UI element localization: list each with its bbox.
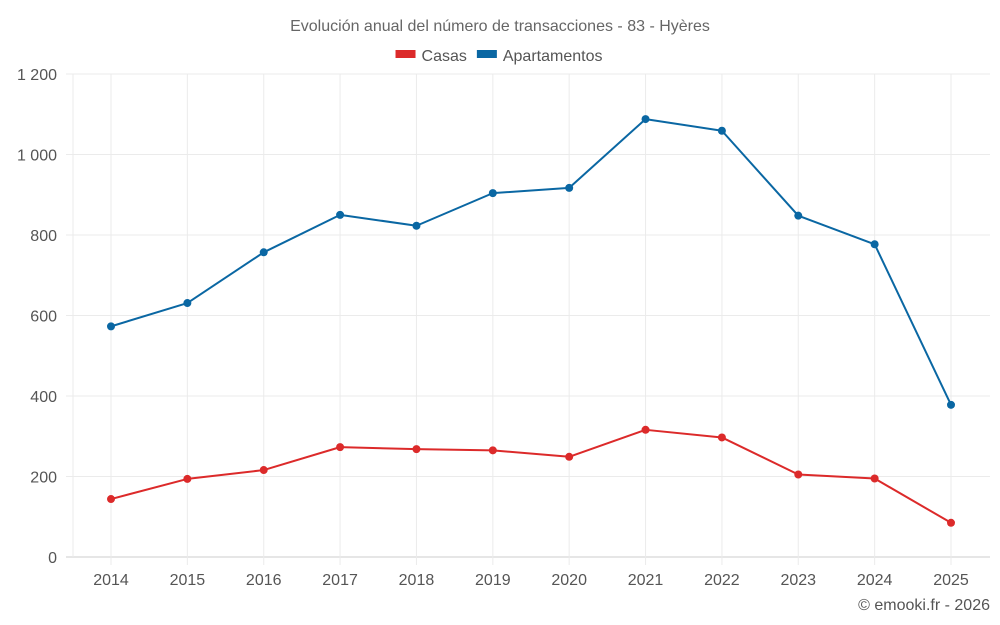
data-point-apartamentos[interactable] [412, 221, 421, 230]
data-point-apartamentos[interactable] [641, 115, 650, 124]
data-point-casas[interactable] [336, 443, 345, 452]
x-tick-label: 2025 [933, 572, 969, 589]
legend: Casas Apartamentos [395, 48, 603, 65]
data-point-casas[interactable] [259, 466, 268, 475]
data-point-casas[interactable] [488, 446, 497, 455]
data-point-apartamentos[interactable] [259, 248, 268, 257]
data-point-casas[interactable] [794, 470, 803, 479]
y-tick-label: 0 [48, 550, 57, 567]
chart-title: Evolución anual del número de transaccio… [290, 18, 710, 35]
y-tick-label: 600 [30, 309, 57, 326]
x-tick-label: 2024 [857, 572, 893, 589]
credit-text: © emooki.fr - 2026 [858, 597, 990, 614]
x-tick-label: 2019 [475, 572, 511, 589]
data-point-apartamentos[interactable] [488, 189, 497, 198]
x-tick-label: 2020 [551, 572, 587, 589]
data-point-apartamentos[interactable] [947, 400, 955, 409]
series-apartamentos [107, 115, 955, 409]
data-point-apartamentos[interactable] [794, 211, 803, 220]
data-point-casas[interactable] [183, 474, 192, 483]
series-casas [107, 425, 955, 527]
legend-swatch [476, 50, 497, 58]
x-tick-label: 2018 [399, 572, 435, 589]
y-axis: 0 200 400 600 800 1 000 1 200 [17, 67, 57, 567]
data-point-apartamentos[interactable] [183, 299, 192, 308]
legend-label: Casas [422, 48, 467, 65]
data-point-apartamentos[interactable] [717, 126, 726, 135]
legend-item-casas[interactable]: Casas [395, 48, 467, 65]
legend-item-apartamentos[interactable]: Apartamentos [476, 48, 603, 65]
y-tick-label: 1 200 [17, 67, 57, 84]
series-line-casas [110, 428, 952, 524]
data-point-apartamentos[interactable] [870, 240, 879, 249]
data-point-casas[interactable] [107, 495, 115, 504]
grid [66, 73, 990, 565]
data-point-casas[interactable] [412, 445, 421, 454]
data-point-casas[interactable] [641, 425, 650, 434]
y-tick-label: 200 [30, 470, 57, 487]
data-point-apartamentos[interactable] [565, 183, 574, 192]
x-axis: 2014 2015 2016 2017 2018 2019 2020 2021 2022 2023… [93, 572, 969, 589]
x-tick-label: 2021 [628, 572, 664, 589]
data-point-casas[interactable] [947, 518, 955, 527]
y-tick-label: 1 000 [17, 148, 57, 165]
data-point-casas[interactable] [717, 433, 726, 442]
x-tick-label: 2014 [93, 572, 129, 589]
legend-label: Apartamentos [503, 48, 603, 65]
y-tick-label: 400 [30, 389, 57, 406]
x-tick-label: 2016 [246, 572, 282, 589]
x-tick-label: 2022 [704, 572, 740, 589]
data-point-apartamentos[interactable] [107, 322, 115, 331]
series-line-apartamentos [110, 118, 952, 406]
data-point-casas[interactable] [565, 452, 574, 461]
x-tick-label: 2015 [170, 572, 206, 589]
x-tick-label: 2017 [322, 572, 358, 589]
y-tick-label: 800 [30, 228, 57, 245]
data-point-apartamentos[interactable] [336, 210, 345, 219]
data-point-casas[interactable] [870, 474, 879, 483]
series-group [107, 115, 955, 527]
legend-swatch [395, 50, 416, 58]
x-tick-label: 2023 [780, 572, 816, 589]
